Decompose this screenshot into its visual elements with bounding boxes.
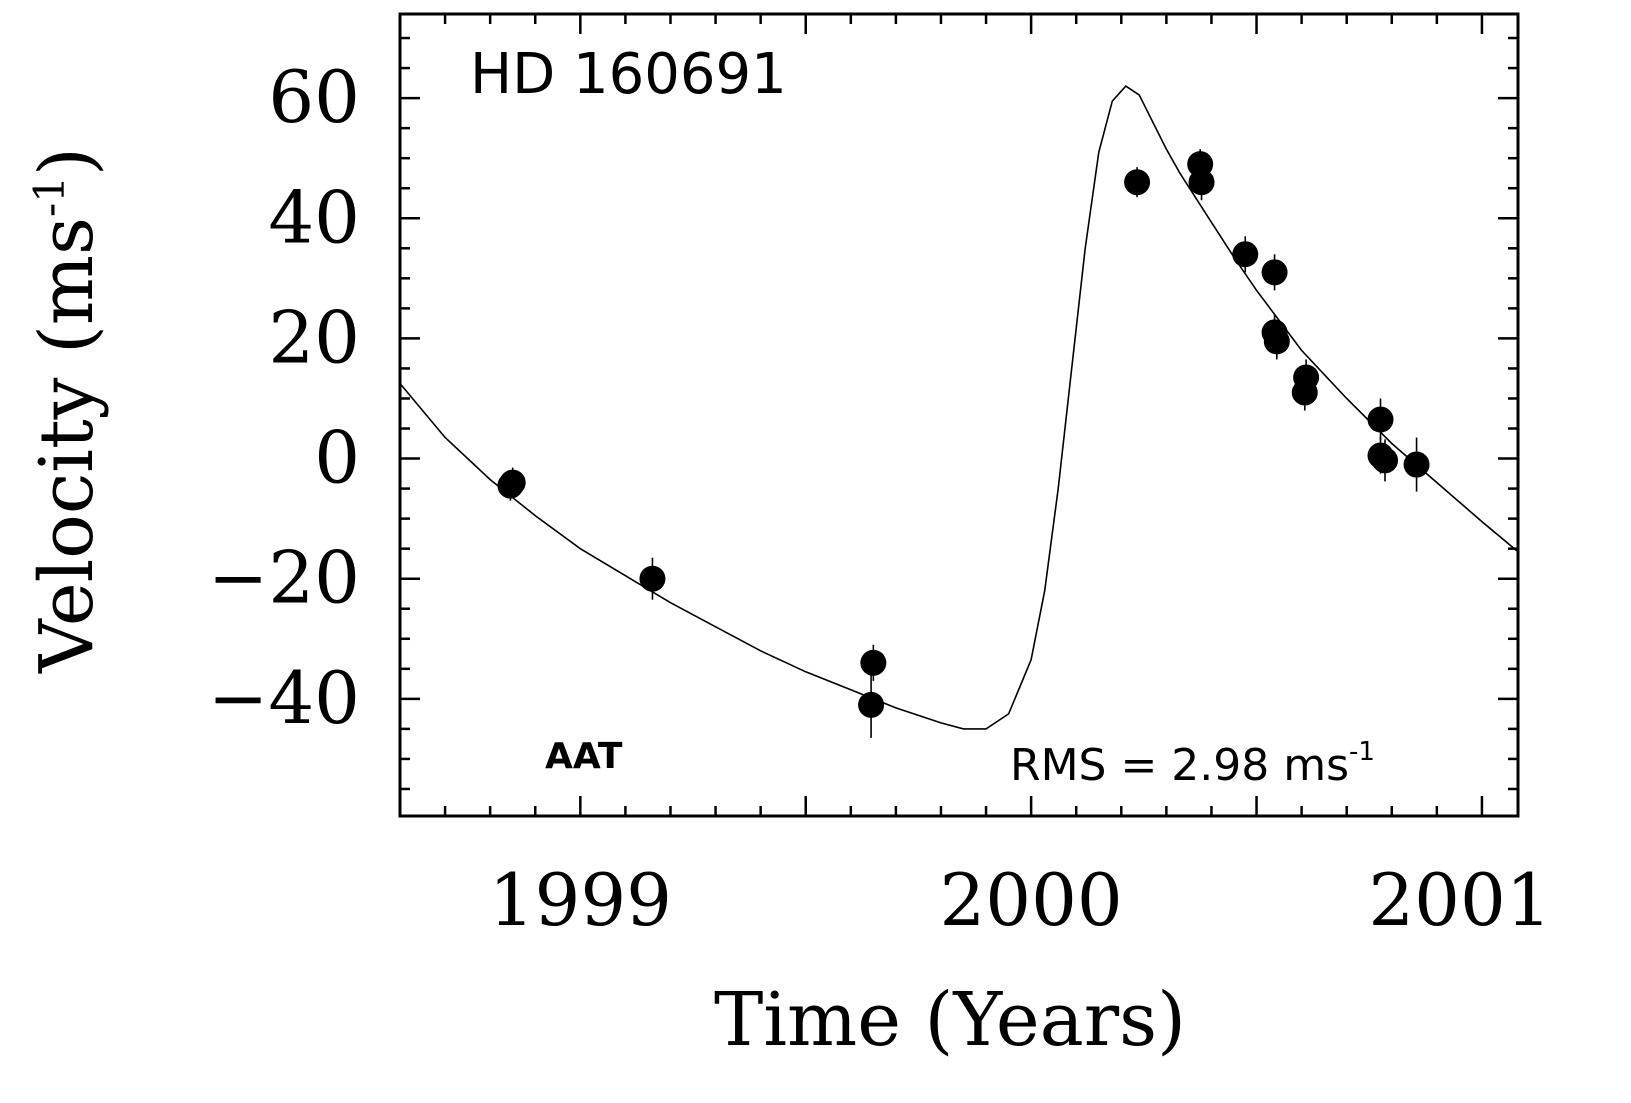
y-axis-label: Velocity (ms-1) (24, 147, 110, 674)
data-points (497, 149, 1430, 738)
keplerian-fit-curve (400, 85, 1518, 730)
data-point (1188, 169, 1215, 196)
data-point (1232, 241, 1259, 268)
y-axis-label-close: ) (24, 147, 110, 176)
instrument-label: AAT (545, 736, 623, 777)
y-tick-label: 40 (268, 175, 360, 259)
data-point (1367, 406, 1394, 433)
data-point (1403, 451, 1430, 478)
data-point (1261, 259, 1288, 286)
rms-text: RMS = 2.98 ms (1010, 740, 1349, 791)
y-tick-label: −20 (208, 536, 360, 620)
data-point (860, 649, 887, 676)
x-axis-label: Time (Years) (714, 977, 1186, 1063)
data-point (1372, 447, 1399, 474)
data-point (1263, 328, 1290, 355)
y-axis-label-text: Velocity (ms (24, 217, 110, 674)
data-point (858, 691, 885, 718)
data-point (1291, 379, 1318, 406)
data-point (499, 469, 526, 496)
plot-frame (398, 12, 1520, 818)
y-axis-label-superscript: -1 (25, 176, 74, 217)
x-tick-label: 2001 (1368, 858, 1551, 942)
model-curve-layer (400, 85, 1518, 730)
rms-label: RMS = 2.98 ms-1 (1010, 737, 1375, 791)
y-tick-label: 60 (268, 55, 360, 139)
x-tick-label: 2000 (940, 858, 1123, 942)
star-label: HD 160691 (470, 42, 787, 107)
y-tick-label: 20 (268, 295, 360, 379)
y-tick-label: 0 (314, 416, 360, 500)
rms-superscript: -1 (1349, 737, 1375, 767)
tick-labels: 60 40 20 0 −20 −40 1999 2000 2001 (208, 55, 1552, 942)
y-tick-label: −40 (208, 656, 360, 740)
data-point (1124, 169, 1151, 196)
data-point (639, 565, 666, 592)
axis-ticks (398, 14, 1518, 816)
x-tick-label: 1999 (489, 858, 672, 942)
